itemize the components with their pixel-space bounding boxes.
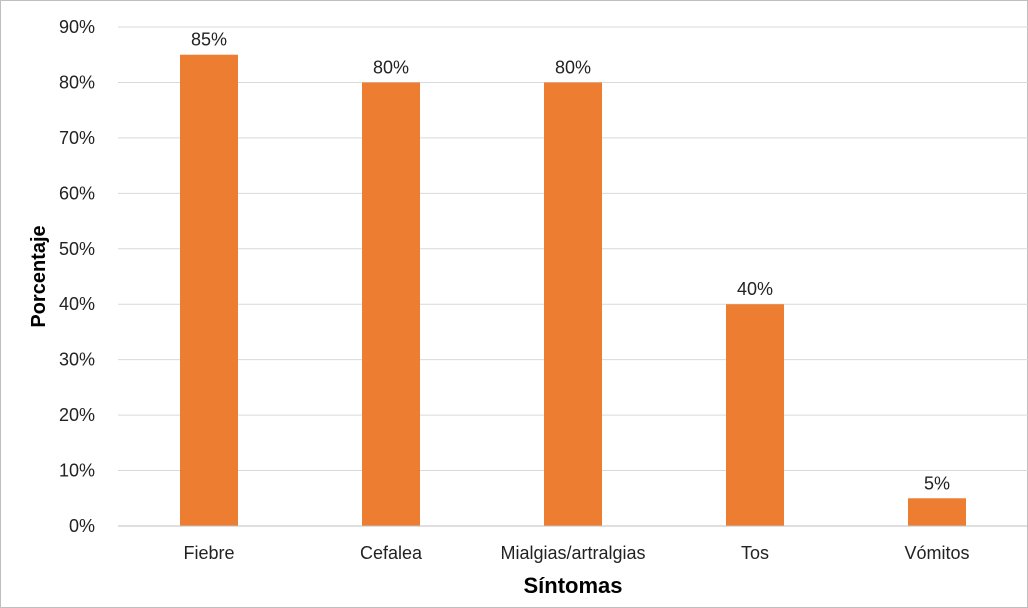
x-category-label: Vómitos [904, 543, 969, 563]
bars [180, 54, 966, 526]
data-label: 80% [555, 57, 591, 77]
y-tick-label: 70% [59, 128, 95, 148]
y-tick-label: 40% [59, 294, 95, 314]
data-label: 85% [191, 30, 227, 50]
bar [180, 54, 238, 526]
bar [544, 82, 602, 526]
y-tick-labels: 0% 10% 20% 30% 40% 50% 60% 70% 80% 90% [59, 17, 95, 536]
x-category-label: Tos [741, 543, 769, 563]
y-axis-title: Porcentaje [28, 225, 50, 327]
y-tick-label: 10% [59, 461, 95, 481]
y-tick-label: 80% [59, 72, 95, 92]
bar [362, 82, 420, 526]
y-tick-label: 60% [59, 183, 95, 203]
y-tick-label: 90% [59, 17, 95, 37]
x-category-labels: Fiebre Cefalea Mialgias/artralgias Tos Vómit… [183, 543, 969, 563]
y-tick-label: 30% [59, 350, 95, 370]
bar [908, 498, 966, 526]
x-category-label: Mialgias/artralgias [500, 543, 645, 563]
x-axis-title: Síntomas [523, 573, 622, 598]
data-label: 40% [737, 279, 773, 299]
data-label: 5% [924, 473, 950, 493]
x-category-label: Fiebre [183, 543, 234, 563]
y-tick-label: 50% [59, 239, 95, 259]
data-labels: 85% 80% 80% 40% 5% [191, 30, 950, 494]
data-label: 80% [373, 57, 409, 77]
x-category-label: Cefalea [360, 543, 423, 563]
bar [726, 304, 784, 526]
y-tick-label: 20% [59, 405, 95, 425]
y-tick-label: 0% [69, 516, 95, 536]
